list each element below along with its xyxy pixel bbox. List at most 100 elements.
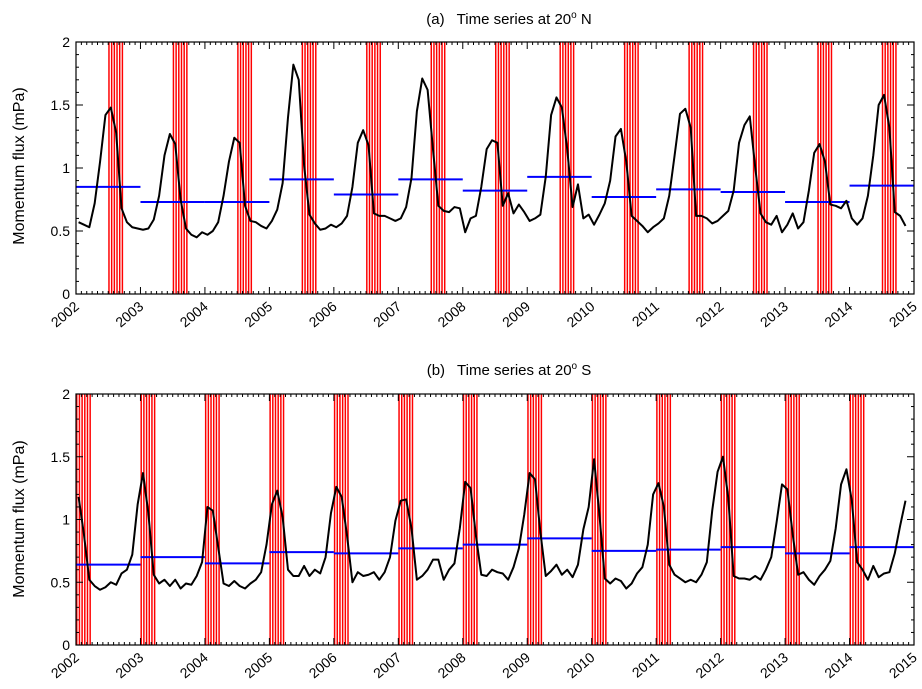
shaded-season-stripe [274,394,277,645]
shaded-season-stripe [731,394,733,645]
shaded-season-stripe [535,394,537,645]
shaded-season-stripe [723,394,725,645]
shaded-season-stripe [889,42,892,294]
shaded-season-stripe [121,42,124,294]
panel-a-data-layer [76,42,914,294]
shaded-season-stripe [301,42,304,294]
shaded-season-stripe [183,42,185,294]
x-tick-label: 2014 [821,649,855,681]
shaded-season-stripe [696,42,698,294]
y-tick-label: 2 [62,34,70,50]
shaded-season-stripe [398,394,400,645]
shaded-season-stripe [701,42,704,294]
y-tick-label: 2 [62,386,70,402]
x-tick-label: 2003 [112,298,146,330]
shaded-season-stripe [315,42,317,294]
y-tick-label: 1 [62,512,70,528]
shaded-season-stripe [110,42,113,294]
shaded-season-stripe [153,394,156,645]
shaded-season-stripe [817,42,819,294]
shaded-season-stripe [462,394,465,645]
y-tick-label: 0 [62,637,70,653]
x-tick-label: 2009 [499,298,533,330]
x-tick-label: 2006 [306,298,340,330]
shaded-season-stripe [140,394,142,645]
shaded-season-stripe [540,394,543,645]
shaded-season-stripe [465,394,467,645]
panel-b-plot-area: 2002 2003 2004 2005 2006 2007 2008 2009 2010 2011… [48,386,920,681]
shaded-season-stripe [237,42,239,294]
shaded-season-stripe [795,394,798,645]
x-tick-label: 2005 [241,298,275,330]
shaded-season-stripe [884,42,886,294]
shaded-season-stripe [857,394,860,645]
shaded-season-stripe [272,394,274,645]
y-tick-label: 0 [62,286,70,302]
shaded-season-stripe [720,394,723,645]
y-tick-label: 1.5 [51,449,71,465]
shaded-season-stripe [175,42,177,294]
shaded-season-stripe [411,394,414,645]
shaded-season-stripe [734,394,736,645]
shaded-season-stripe [562,42,564,294]
shaded-season-stripe [116,42,118,294]
shaded-season-stripe [892,42,894,294]
shaded-season-stripe [822,42,825,294]
monthly-flux-series-line [77,455,907,591]
shaded-season-stripe [793,394,795,645]
x-tick-label: 2010 [563,649,597,681]
x-tick-label: 2002 [48,649,82,681]
shaded-season-stripe [339,394,341,645]
x-tick-label: 2005 [241,649,275,681]
shaded-season-stripe [830,42,833,294]
shaded-season-stripe [180,42,183,294]
shaded-season-stripe [887,42,889,294]
shaded-season-stripe [468,394,470,645]
panel-b: (b) Time series at 20o S Momentum flux (m… [11,361,920,681]
shaded-season-stripe [661,394,664,645]
shaded-season-stripe [634,42,637,294]
shaded-season-stripe [239,42,242,294]
shaded-season-stripe [725,394,728,645]
shaded-season-stripe [532,394,535,645]
y-tick-label: 1 [62,160,70,176]
shaded-season-stripe [819,42,822,294]
shaded-season-stripe [699,42,701,294]
x-tick-label: 2003 [112,649,146,681]
shaded-season-stripe [376,42,379,294]
shaded-season-stripe [403,394,406,645]
panel-b-ylabel: Momentum flux (mPa) [11,440,28,597]
shaded-season-stripe [785,394,787,645]
shaded-season-stripe [341,394,344,645]
x-tick-label: 2004 [177,298,211,330]
y-tick-label: 0.5 [51,223,71,239]
shaded-season-stripe [597,394,599,645]
panel-a: (a) Time series at 20o N Momentum flux (m… [11,10,920,330]
shaded-season-stripe [631,42,634,294]
shaded-season-stripe [787,394,790,645]
shaded-season-stripe [347,394,349,645]
shaded-season-stripe [591,394,594,645]
shaded-season-stripe [435,42,438,294]
shaded-season-stripe [623,42,626,294]
shaded-season-stripe [470,394,473,645]
shaded-season-stripe [145,394,148,645]
x-tick-label: 2004 [177,649,211,681]
shaded-season-stripe [118,42,121,294]
shaded-season-stripe [374,42,376,294]
shaded-season-stripe [849,394,852,645]
shaded-season-stripe [693,42,696,294]
shaded-season-stripe [151,394,153,645]
shaded-season-stripe [529,394,532,645]
monthly-flux-series-line [78,63,907,239]
shaded-season-stripe [854,394,857,645]
shaded-season-stripe [594,394,596,645]
shaded-season-stripe [218,394,220,645]
shaded-season-stripe [559,42,561,294]
x-tick-label: 2011 [629,649,663,681]
shaded-season-stripe [406,394,408,645]
shaded-season-stripe [86,394,89,645]
shaded-season-stripe [89,394,91,645]
shaded-season-stripe [763,42,766,294]
